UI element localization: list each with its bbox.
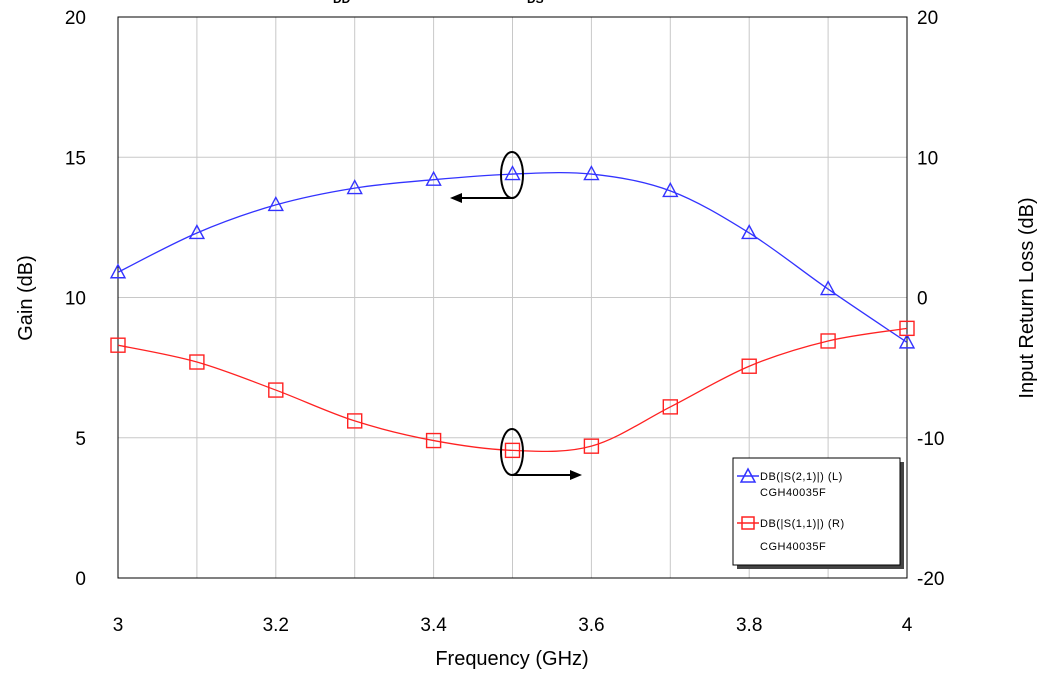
series-2-point (899, 320, 915, 337)
series-2-line (117, 327, 908, 453)
series-2-point (820, 333, 836, 349)
y-left-tick-label: 20 (65, 8, 86, 29)
x-tick-label: 3.6 (578, 615, 604, 636)
legend-label-2: DB(|S(1,1)|) (R) (760, 518, 845, 530)
y-right-tick-label: 0 (917, 289, 928, 310)
legend-marker-triangle (739, 467, 757, 483)
series-1-point (819, 280, 837, 296)
x-tick-label: 3.8 (736, 615, 762, 636)
header-fragment-1: DD (333, 0, 351, 6)
series-2-point (189, 354, 205, 370)
series-2-point (741, 358, 757, 374)
legend-label-1: DB(|S(2,1)|) (L) (760, 471, 843, 483)
y-right-tick-label: 10 (917, 148, 938, 169)
y-right-tick-label: -20 (917, 569, 944, 590)
grid (118, 17, 907, 578)
plot-frame (117, 16, 908, 579)
annotation-right (500, 428, 582, 480)
annotation-right-arrowhead (570, 470, 582, 480)
series-1-point (583, 165, 600, 181)
y-left-tick-label: 15 (65, 148, 86, 169)
series-1-point (346, 179, 363, 195)
series-layer (109, 165, 916, 459)
series-2-point (583, 438, 600, 454)
x-tick-label: 4 (902, 615, 913, 636)
y-right-tick-labels: -20 -10 0 10 20 (917, 8, 944, 590)
legend: DB(|S(2,1)|) (L) CGH40035F DB(|S(1,1)|) … (732, 457, 904, 569)
series-1-point (109, 263, 127, 279)
series-2-point (110, 337, 126, 353)
x-tick-label: 3 (113, 615, 124, 636)
y-left-tick-label: 10 (65, 289, 86, 310)
series-1-point (188, 224, 206, 240)
legend-box (732, 457, 901, 566)
y-right-tick-label: 20 (917, 8, 938, 29)
series-2-point (425, 432, 442, 449)
series-1-line (117, 171, 908, 343)
y-right-axis-title: Input Return Loss (dB) (1016, 197, 1038, 398)
x-tick-label: 3.4 (420, 615, 447, 636)
x-axis-title: Frequency (GHz) (435, 648, 588, 670)
series-2-point (347, 413, 363, 429)
series-2-point (504, 442, 521, 459)
series-1-point (662, 181, 679, 198)
annotation-left-arrowhead (450, 193, 462, 203)
legend-sublabel-2: CGH40035F (760, 541, 826, 553)
y-left-tick-label: 0 (75, 569, 86, 590)
y-left-axis-title: Gain (dB) (15, 255, 37, 341)
legend-sublabel-1: CGH40035F (760, 487, 826, 499)
legend-marker-square (741, 516, 755, 530)
x-tick-label: 3.2 (263, 615, 289, 636)
series-1-point (741, 224, 758, 240)
y-left-tick-label: 5 (75, 429, 86, 450)
series-2-point (268, 382, 284, 398)
series-1-point (267, 195, 284, 212)
series-1-point (425, 170, 442, 186)
y-left-tick-labels: 0 5 10 15 20 (65, 8, 86, 590)
annotation-left (450, 151, 524, 203)
header-fragment-2: DS (527, 0, 544, 6)
y-right-tick-label: -10 (917, 429, 944, 450)
series-1-point (898, 333, 916, 349)
x-tick-labels: 3 3.2 3.4 3.6 3.8 4 (113, 615, 913, 636)
series-1-point (504, 165, 521, 181)
series-2-point (662, 399, 678, 415)
